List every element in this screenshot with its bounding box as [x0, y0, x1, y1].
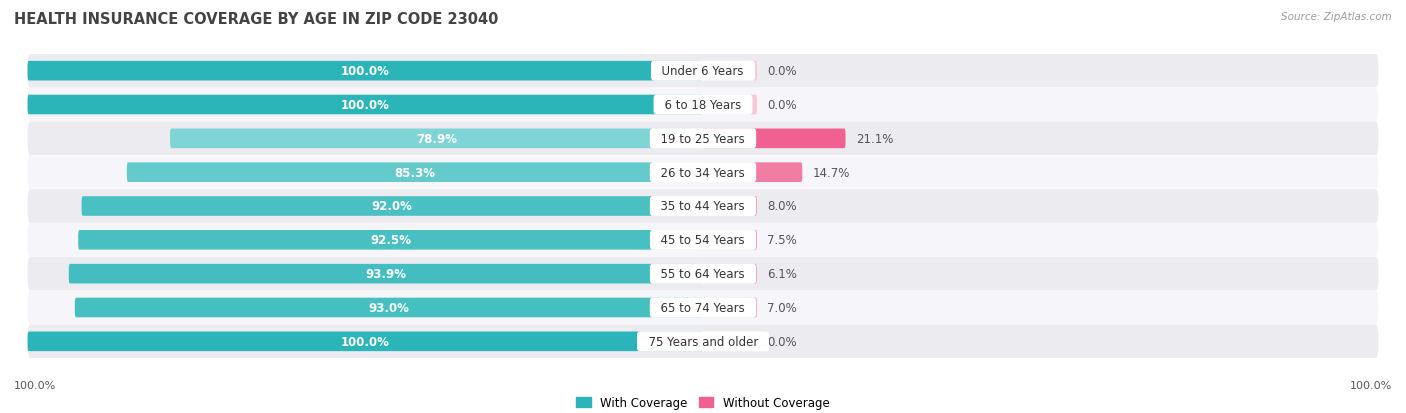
FancyBboxPatch shape — [28, 62, 703, 81]
FancyBboxPatch shape — [127, 163, 703, 183]
FancyBboxPatch shape — [28, 122, 1378, 156]
Text: 93.9%: 93.9% — [366, 268, 406, 280]
FancyBboxPatch shape — [28, 332, 703, 351]
Text: 0.0%: 0.0% — [768, 65, 797, 78]
Text: 100.0%: 100.0% — [340, 99, 389, 112]
FancyBboxPatch shape — [703, 95, 756, 115]
FancyBboxPatch shape — [703, 264, 756, 284]
FancyBboxPatch shape — [703, 230, 756, 250]
Text: 0.0%: 0.0% — [768, 335, 797, 348]
Text: 7.5%: 7.5% — [768, 234, 797, 247]
Text: 78.9%: 78.9% — [416, 133, 457, 145]
Text: 93.0%: 93.0% — [368, 301, 409, 314]
Text: 45 to 54 Years: 45 to 54 Years — [654, 234, 752, 247]
FancyBboxPatch shape — [28, 291, 1378, 325]
FancyBboxPatch shape — [28, 325, 1378, 358]
FancyBboxPatch shape — [28, 257, 1378, 291]
FancyBboxPatch shape — [82, 197, 703, 216]
FancyBboxPatch shape — [28, 88, 1378, 122]
Text: HEALTH INSURANCE COVERAGE BY AGE IN ZIP CODE 23040: HEALTH INSURANCE COVERAGE BY AGE IN ZIP … — [14, 12, 499, 27]
Text: 65 to 74 Years: 65 to 74 Years — [654, 301, 752, 314]
FancyBboxPatch shape — [703, 332, 756, 351]
Text: 7.0%: 7.0% — [768, 301, 797, 314]
Text: Source: ZipAtlas.com: Source: ZipAtlas.com — [1281, 12, 1392, 22]
FancyBboxPatch shape — [28, 156, 1378, 190]
Text: 6.1%: 6.1% — [768, 268, 797, 280]
FancyBboxPatch shape — [703, 298, 756, 318]
FancyBboxPatch shape — [79, 230, 703, 250]
FancyBboxPatch shape — [703, 163, 803, 183]
FancyBboxPatch shape — [28, 55, 1378, 88]
Text: 100.0%: 100.0% — [340, 335, 389, 348]
FancyBboxPatch shape — [170, 129, 703, 149]
FancyBboxPatch shape — [703, 197, 756, 216]
Text: 14.7%: 14.7% — [813, 166, 849, 179]
Text: 100.0%: 100.0% — [1350, 380, 1392, 390]
FancyBboxPatch shape — [28, 190, 1378, 223]
Text: 55 to 64 Years: 55 to 64 Years — [654, 268, 752, 280]
Text: Under 6 Years: Under 6 Years — [655, 65, 751, 78]
Text: 21.1%: 21.1% — [856, 133, 893, 145]
Text: 92.5%: 92.5% — [370, 234, 411, 247]
FancyBboxPatch shape — [69, 264, 703, 284]
Legend: With Coverage, Without Coverage: With Coverage, Without Coverage — [572, 392, 834, 413]
Text: 92.0%: 92.0% — [371, 200, 413, 213]
FancyBboxPatch shape — [28, 223, 1378, 257]
Text: 100.0%: 100.0% — [340, 65, 389, 78]
Text: 26 to 34 Years: 26 to 34 Years — [654, 166, 752, 179]
Text: 19 to 25 Years: 19 to 25 Years — [654, 133, 752, 145]
Text: 8.0%: 8.0% — [768, 200, 797, 213]
Text: 100.0%: 100.0% — [14, 380, 56, 390]
FancyBboxPatch shape — [703, 129, 845, 149]
FancyBboxPatch shape — [75, 298, 703, 318]
Text: 6 to 18 Years: 6 to 18 Years — [657, 99, 749, 112]
FancyBboxPatch shape — [28, 95, 703, 115]
FancyBboxPatch shape — [703, 62, 756, 81]
Text: 85.3%: 85.3% — [395, 166, 436, 179]
Text: 0.0%: 0.0% — [768, 99, 797, 112]
Text: 35 to 44 Years: 35 to 44 Years — [654, 200, 752, 213]
Text: 75 Years and older: 75 Years and older — [641, 335, 765, 348]
